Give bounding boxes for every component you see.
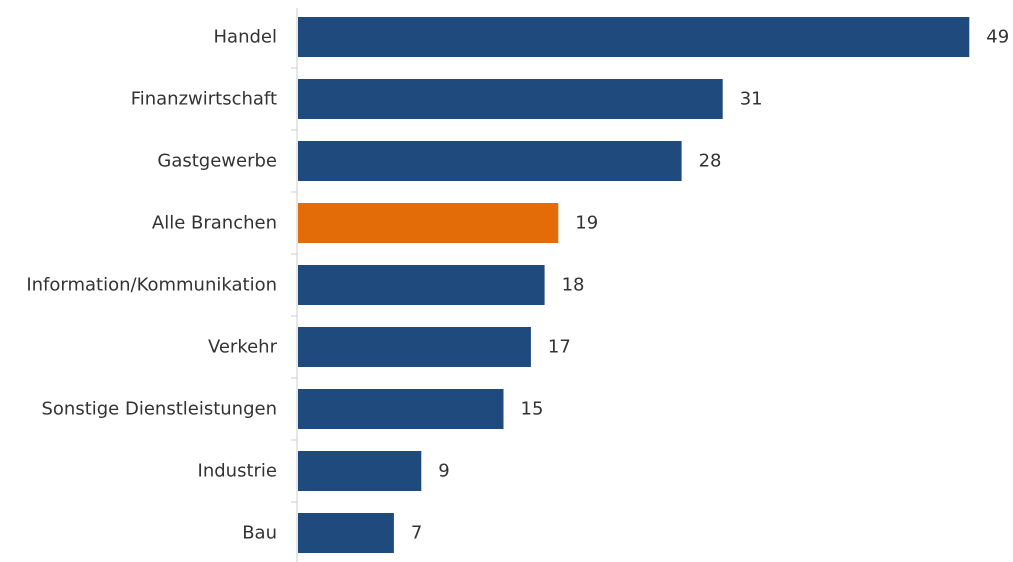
- category-label: Industrie: [198, 461, 277, 482]
- bar-3: [298, 203, 559, 243]
- bar-2: [298, 141, 682, 181]
- value-label: 18: [562, 275, 585, 296]
- category-label: Bau: [242, 523, 277, 544]
- category-label: Verkehr: [208, 337, 278, 358]
- value-labels: 49 31 28 19 18 17 15 9 7: [411, 27, 1009, 544]
- bar-4: [298, 265, 545, 305]
- category-axis: [291, 8, 298, 562]
- category-label: Information/Kommunikation: [26, 275, 277, 296]
- value-label: 28: [699, 151, 722, 172]
- value-label: 31: [740, 89, 763, 110]
- bar-1: [298, 79, 723, 119]
- bar-5: [298, 327, 531, 367]
- value-label: 7: [411, 523, 422, 544]
- category-label: Gastgewerbe: [157, 151, 277, 172]
- category-label: Sonstige Dienstleistungen: [41, 399, 277, 420]
- category-label: Finanzwirtschaft: [131, 89, 277, 110]
- value-label: 9: [438, 461, 449, 482]
- category-labels: Handel Finanzwirtschaft Gastgewerbe Alle Br…: [26, 27, 277, 544]
- bars: [298, 17, 970, 553]
- value-label: 17: [548, 337, 571, 358]
- bar-0: [298, 17, 970, 57]
- bar-8: [298, 513, 394, 553]
- category-label: Handel: [214, 27, 277, 48]
- value-label: 15: [521, 399, 544, 420]
- bar-6: [298, 389, 504, 429]
- bar-7: [298, 451, 422, 491]
- value-label: 49: [986, 27, 1009, 48]
- category-label: Alle Branchen: [152, 213, 277, 234]
- value-label: 19: [575, 213, 598, 234]
